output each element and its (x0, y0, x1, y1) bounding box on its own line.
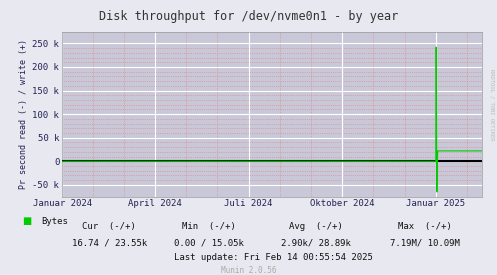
Text: 0.00 / 15.05k: 0.00 / 15.05k (174, 238, 244, 247)
Text: Avg  (-/+): Avg (-/+) (289, 222, 342, 231)
Text: ■: ■ (22, 216, 32, 226)
Text: Last update: Fri Feb 14 00:55:54 2025: Last update: Fri Feb 14 00:55:54 2025 (174, 254, 373, 262)
Text: RRDTOOL / TOBI OETIKER: RRDTOOL / TOBI OETIKER (489, 69, 494, 140)
Y-axis label: Pr second read (-) / write (+): Pr second read (-) / write (+) (19, 39, 28, 189)
Text: Bytes: Bytes (41, 217, 68, 226)
Text: Max  (-/+): Max (-/+) (398, 222, 452, 231)
Text: Min  (-/+): Min (-/+) (182, 222, 236, 231)
Text: Disk throughput for /dev/nvme0n1 - by year: Disk throughput for /dev/nvme0n1 - by ye… (99, 10, 398, 23)
Text: Munin 2.0.56: Munin 2.0.56 (221, 266, 276, 275)
Text: Cur  (-/+): Cur (-/+) (83, 222, 136, 231)
Text: 7.19M/ 10.09M: 7.19M/ 10.09M (390, 238, 460, 247)
Text: 16.74 / 23.55k: 16.74 / 23.55k (72, 238, 147, 247)
Text: 2.90k/ 28.89k: 2.90k/ 28.89k (281, 238, 350, 247)
